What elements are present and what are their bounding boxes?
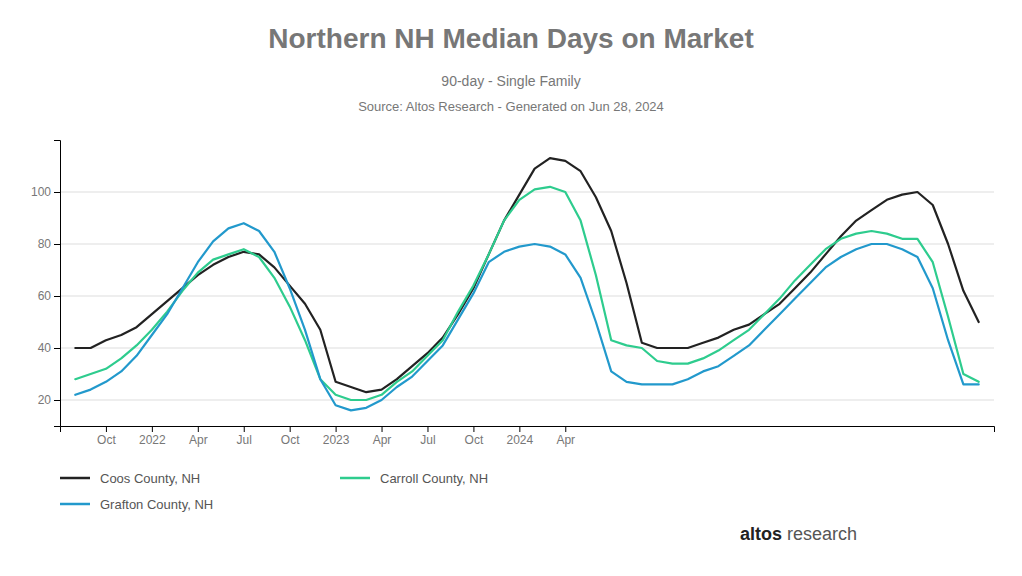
- tick-mark: [519, 426, 520, 432]
- legend-item: Carroll County, NH: [340, 471, 488, 486]
- tick-label: 80: [38, 237, 52, 251]
- grid-line: [60, 348, 994, 349]
- tick: Jul: [237, 426, 252, 447]
- tick-label: 2022: [139, 433, 166, 447]
- tick-label: Apr: [189, 433, 208, 447]
- tick-label: 20: [38, 393, 52, 407]
- tick-mark: [244, 426, 245, 432]
- subtitle: 90-day - Single Family: [441, 73, 580, 89]
- legend-swatch: [60, 477, 90, 480]
- legend-label: Carroll County, NH: [380, 471, 488, 486]
- tick-mark: [198, 426, 199, 432]
- tick-mark: [152, 426, 153, 432]
- tick: 80: [38, 237, 60, 251]
- tick-label: 100: [31, 185, 51, 199]
- legend-item: Coos County, NH: [60, 471, 200, 486]
- grid-line: [60, 400, 994, 401]
- tick: 60: [38, 289, 60, 303]
- tick: Oct: [97, 426, 116, 447]
- tick-label: Oct: [465, 433, 484, 447]
- grid-line: [60, 192, 994, 193]
- tick: 2024: [506, 426, 533, 447]
- tick-label: Oct: [97, 433, 116, 447]
- tick-mark: [382, 426, 383, 432]
- tick-label: Jul: [420, 433, 435, 447]
- tick: Oct: [281, 426, 300, 447]
- tick: Oct: [465, 426, 484, 447]
- legend-label: Coos County, NH: [100, 471, 200, 486]
- tick-label: Jul: [237, 433, 252, 447]
- tick-label: Apr: [373, 433, 392, 447]
- legend-swatch: [60, 503, 90, 506]
- tick-mark: [54, 192, 60, 193]
- tick-label: Oct: [281, 433, 300, 447]
- y-axis: 20 40 60 80 100: [31, 141, 61, 427]
- legend: Coos County, NH Carroll County, NH Grafton…: [60, 471, 488, 512]
- tick-mark: [106, 426, 107, 432]
- source-note: Source: Altos Research - Generated on Ju…: [358, 99, 664, 114]
- tick-label: Apr: [556, 433, 575, 447]
- tick: 100: [31, 185, 60, 199]
- tick: 40: [38, 341, 60, 355]
- tick: 2023: [323, 426, 350, 447]
- tick: 2022: [139, 426, 166, 447]
- title: Northern NH Median Days on Market: [268, 23, 753, 54]
- tick: Apr: [556, 426, 575, 447]
- tick-mark: [427, 426, 428, 432]
- series-line: [75, 187, 978, 400]
- plot-area: [75, 158, 978, 410]
- legend-label: Grafton County, NH: [100, 497, 213, 512]
- legend-item: Grafton County, NH: [60, 497, 213, 512]
- legend-swatch: [340, 477, 370, 480]
- logo-text: altos: [740, 524, 782, 544]
- tick: Apr: [373, 426, 392, 447]
- logo-text: research: [787, 524, 857, 544]
- tick-label: 2023: [323, 433, 350, 447]
- tick: Jul: [420, 426, 435, 447]
- tick-mark: [54, 400, 60, 401]
- tick-mark: [54, 348, 60, 349]
- tick: Apr: [189, 426, 208, 447]
- tick-mark: [565, 426, 566, 432]
- grid-line: [60, 296, 994, 297]
- axis-line: [54, 141, 61, 427]
- tick-label: 2024: [506, 433, 533, 447]
- tick-mark: [336, 426, 337, 432]
- tick-mark: [473, 426, 474, 432]
- tick-label: 60: [38, 289, 52, 303]
- tick-label: 40: [38, 341, 52, 355]
- series-line: [75, 223, 978, 410]
- tick: 20: [38, 393, 60, 407]
- tick-mark: [54, 244, 60, 245]
- chart: Northern NH Median Days on Market 90-day …: [0, 0, 1022, 576]
- tick-mark: [54, 296, 60, 297]
- tick-mark: [290, 426, 291, 432]
- axis-line: [61, 427, 995, 433]
- x-axis: Oct 2022 Apr Jul Oct 2023 Apr Jul Oct 2024 Apr: [61, 426, 995, 447]
